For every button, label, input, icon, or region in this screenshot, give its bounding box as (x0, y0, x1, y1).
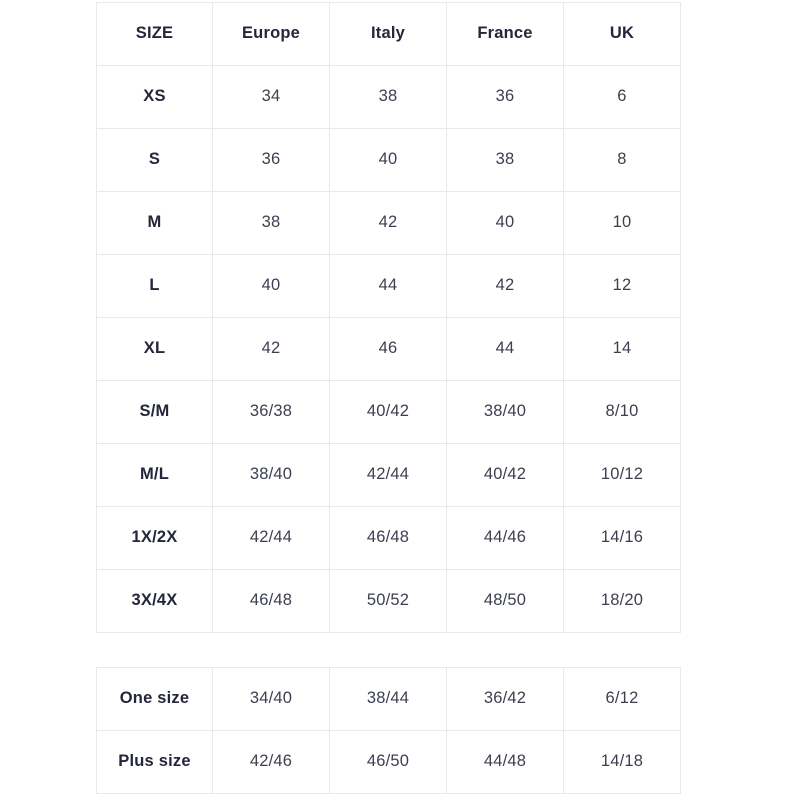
cell-uk: 8 (563, 128, 681, 192)
row-label: M/L (96, 443, 213, 507)
cell-france: 38/40 (446, 380, 564, 444)
table-row: XS 34 38 36 6 (96, 65, 681, 129)
table-body: One size 34/40 38/44 36/42 6/12 Plus siz… (96, 667, 681, 794)
column-header-uk: UK (563, 2, 681, 66)
table-header: SIZE Europe Italy France UK (96, 2, 681, 66)
cell-uk: 12 (563, 254, 681, 318)
table-row: S 36 40 38 8 (96, 128, 681, 192)
cell-france: 42 (446, 254, 564, 318)
cell-uk: 6/12 (563, 667, 681, 731)
cell-uk: 14/18 (563, 730, 681, 794)
table-row: M 38 42 40 10 (96, 191, 681, 255)
cell-italy: 42/44 (329, 443, 447, 507)
cell-france: 44 (446, 317, 564, 381)
cell-italy: 42 (329, 191, 447, 255)
cell-france: 38 (446, 128, 564, 192)
table-row: One size 34/40 38/44 36/42 6/12 (96, 667, 681, 731)
cell-europe: 38/40 (212, 443, 330, 507)
cell-europe: 34/40 (212, 667, 330, 731)
cell-europe: 42/44 (212, 506, 330, 570)
table-header-row: SIZE Europe Italy France UK (96, 2, 681, 66)
row-label: L (96, 254, 213, 318)
row-label: XL (96, 317, 213, 381)
cell-italy: 40 (329, 128, 447, 192)
table-row: 3X/4X 46/48 50/52 48/50 18/20 (96, 569, 681, 633)
cell-france: 40 (446, 191, 564, 255)
table-row: 1X/2X 42/44 46/48 44/46 14/16 (96, 506, 681, 570)
one-size-conversion-table: One size 34/40 38/44 36/42 6/12 Plus siz… (96, 667, 681, 794)
cell-europe: 38 (212, 191, 330, 255)
column-header-france: France (446, 2, 564, 66)
cell-uk: 10/12 (563, 443, 681, 507)
cell-italy: 46/48 (329, 506, 447, 570)
table-body: XS 34 38 36 6 S 36 40 38 8 M 38 42 (96, 65, 681, 633)
table-row: Plus size 42/46 46/50 44/48 14/18 (96, 730, 681, 794)
row-label: One size (96, 667, 213, 731)
cell-uk: 10 (563, 191, 681, 255)
cell-europe: 42/46 (212, 730, 330, 794)
table-row: XL 42 46 44 14 (96, 317, 681, 381)
cell-europe: 46/48 (212, 569, 330, 633)
cell-france: 36/42 (446, 667, 564, 731)
cell-italy: 38/44 (329, 667, 447, 731)
cell-italy: 44 (329, 254, 447, 318)
cell-uk: 8/10 (563, 380, 681, 444)
cell-france: 48/50 (446, 569, 564, 633)
cell-uk: 14/16 (563, 506, 681, 570)
cell-italy: 50/52 (329, 569, 447, 633)
cell-uk: 18/20 (563, 569, 681, 633)
cell-europe: 36 (212, 128, 330, 192)
row-label: 1X/2X (96, 506, 213, 570)
row-label: XS (96, 65, 213, 129)
column-header-italy: Italy (329, 2, 447, 66)
cell-europe: 36/38 (212, 380, 330, 444)
standard-size-conversion-table: SIZE Europe Italy France UK XS 34 38 36 … (96, 2, 681, 633)
table-row: S/M 36/38 40/42 38/40 8/10 (96, 380, 681, 444)
cell-france: 44/46 (446, 506, 564, 570)
row-label: S/M (96, 380, 213, 444)
column-header-europe: Europe (212, 2, 330, 66)
cell-italy: 40/42 (329, 380, 447, 444)
row-label: Plus size (96, 730, 213, 794)
column-header-size: SIZE (96, 2, 213, 66)
table-row: L 40 44 42 12 (96, 254, 681, 318)
primary-size-table-container: SIZE Europe Italy France UK XS 34 38 36 … (96, 2, 681, 633)
cell-uk: 14 (563, 317, 681, 381)
cell-france: 36 (446, 65, 564, 129)
cell-italy: 46 (329, 317, 447, 381)
cell-italy: 38 (329, 65, 447, 129)
row-label: S (96, 128, 213, 192)
row-label: M (96, 191, 213, 255)
cell-europe: 40 (212, 254, 330, 318)
cell-france: 44/48 (446, 730, 564, 794)
cell-uk: 6 (563, 65, 681, 129)
secondary-size-table-container: One size 34/40 38/44 36/42 6/12 Plus siz… (96, 667, 681, 794)
cell-europe: 34 (212, 65, 330, 129)
row-label: 3X/4X (96, 569, 213, 633)
cell-europe: 42 (212, 317, 330, 381)
cell-italy: 46/50 (329, 730, 447, 794)
table-row: M/L 38/40 42/44 40/42 10/12 (96, 443, 681, 507)
cell-france: 40/42 (446, 443, 564, 507)
